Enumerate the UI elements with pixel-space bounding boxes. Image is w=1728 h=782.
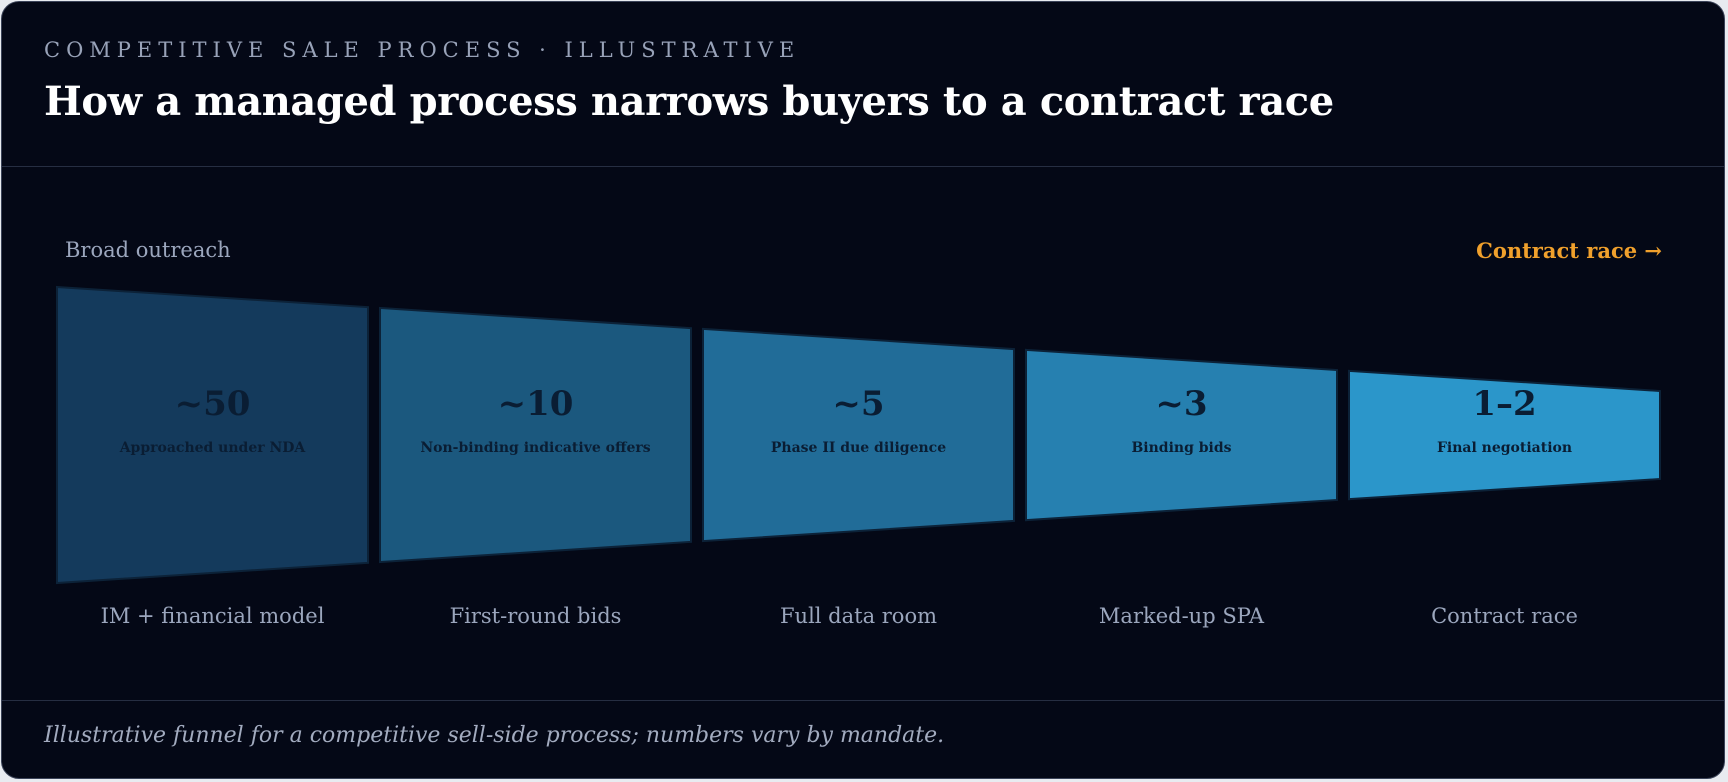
stage-count: ~5 [832,384,885,424]
funnel-end-label: Contract race → [1476,238,1662,263]
funnel-stage-5 [1348,369,1661,501]
stage-sub-label: First-round bids [449,604,622,628]
funnel-stage-2 [379,306,692,564]
stage-count: ~3 [1155,384,1208,424]
card-footer: Illustrative funnel for a competitive se… [2,700,1724,778]
stage-name: Phase II due diligence [770,440,947,456]
card-header: COMPETITIVE SALE PROCESS · ILLUSTRATIVE … [2,2,1724,167]
footnote: Illustrative funnel for a competitive se… [44,723,945,748]
eyebrow-label: COMPETITIVE SALE PROCESS · ILLUSTRATIVE [44,38,801,62]
funnel-start-label: Broad outreach [65,238,231,262]
stage-name: Final negotiation [1436,440,1573,456]
stage-name: Binding bids [1131,440,1232,456]
funnel-stage-4 [1025,348,1338,522]
funnel-stage-1 [56,285,369,585]
stage-sub-label: Contract race [1431,604,1578,628]
stage-count: 1–2 [1472,384,1537,424]
page-title: How a managed process narrows buyers to … [44,78,1334,125]
funnel-diagram [56,285,1661,585]
stage-name: Approached under NDA [119,440,306,456]
stage-sub-label: Marked-up SPA [1098,604,1265,628]
stage-count: ~10 [497,384,574,424]
stage-sub-label: IM + financial model [100,604,325,628]
stage-name: Non-binding indicative offers [420,440,651,456]
stage-sub-label: Full data room [779,604,938,628]
stage-count: ~50 [174,384,251,424]
funnel-stage-3 [702,327,1015,543]
